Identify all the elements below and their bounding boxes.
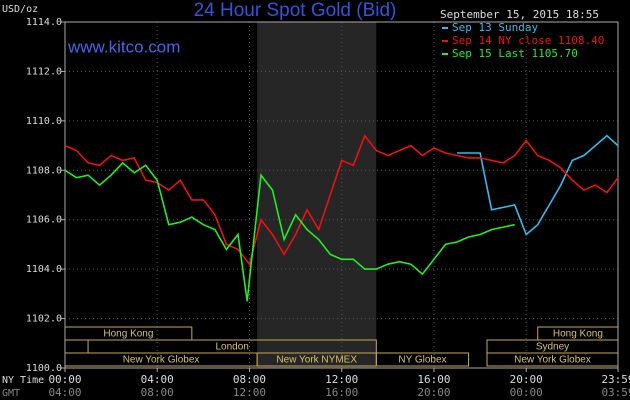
session-label: Hong Kong xyxy=(553,329,603,340)
gmt-tick-label: 16:00 xyxy=(325,386,358,399)
session-label: New York NYMEX xyxy=(276,355,357,366)
legend-label: Sep 14 NY close 1108.40 xyxy=(452,34,604,47)
y-tick-label: 1106.0 xyxy=(26,215,62,226)
x-tick-label: 20:00 xyxy=(510,373,543,386)
y-tick-label: 1114.0 xyxy=(26,17,62,28)
session-box xyxy=(375,352,470,367)
series-line xyxy=(457,134,619,236)
gmt-tick-label: 04:00 xyxy=(48,386,81,399)
x-tick-label: 00:00 xyxy=(48,373,81,386)
session-label: Sydney xyxy=(536,342,569,353)
x-tick-label: 16:00 xyxy=(417,373,450,386)
source-label: www.kitco.com xyxy=(67,37,180,56)
y-axis-label: USD/oz xyxy=(2,4,38,15)
legend-label: Sep 15 Last 1105.70 xyxy=(452,47,578,60)
y-tick-label: 1110.0 xyxy=(26,116,62,127)
shaded-period xyxy=(257,22,377,368)
y-tick-label: 1102.0 xyxy=(26,314,62,325)
y-tick-label: 1104.0 xyxy=(26,264,62,275)
y-tick-label: 1108.0 xyxy=(26,165,62,176)
gmt-tick-label: 08:00 xyxy=(141,386,174,399)
x-row-label: NY Time xyxy=(2,375,44,386)
x-tick-label: 12:00 xyxy=(325,373,358,386)
x-tick-label: 23:59 xyxy=(601,373,630,386)
y-tick-label: 1100.0 xyxy=(26,363,62,374)
gmt-tick-label: 00:00 xyxy=(510,386,543,399)
timestamp: September 15, 2015 18:55 xyxy=(440,8,599,21)
chart-title: 24 Hour Spot Gold (Bid) xyxy=(194,0,397,21)
session-label: New York Globex xyxy=(123,355,200,366)
series-line xyxy=(64,161,515,302)
y-tick-label: 1112.0 xyxy=(26,66,62,77)
plot-frame xyxy=(64,21,619,369)
x-row-label: GMT xyxy=(2,388,20,399)
x-tick-label: 08:00 xyxy=(233,373,266,386)
x-tick-label: 04:00 xyxy=(141,373,174,386)
session-label: London xyxy=(216,342,249,353)
session-label: New York Globex xyxy=(514,355,591,366)
plot-layer: 1100.0 1102.0 1104.0 1106.0 1108.0 1110.0 1112… xyxy=(26,17,630,399)
legend-label: Sep 13 Sunday xyxy=(452,21,538,34)
session-label: Hong Kong xyxy=(103,329,153,340)
gmt-tick-label: 12:00 xyxy=(233,386,266,399)
gmt-tick-label: 20:00 xyxy=(417,386,450,399)
gmt-tick-label: 03:59 xyxy=(601,386,630,399)
session-label: NY Globex xyxy=(398,355,446,366)
